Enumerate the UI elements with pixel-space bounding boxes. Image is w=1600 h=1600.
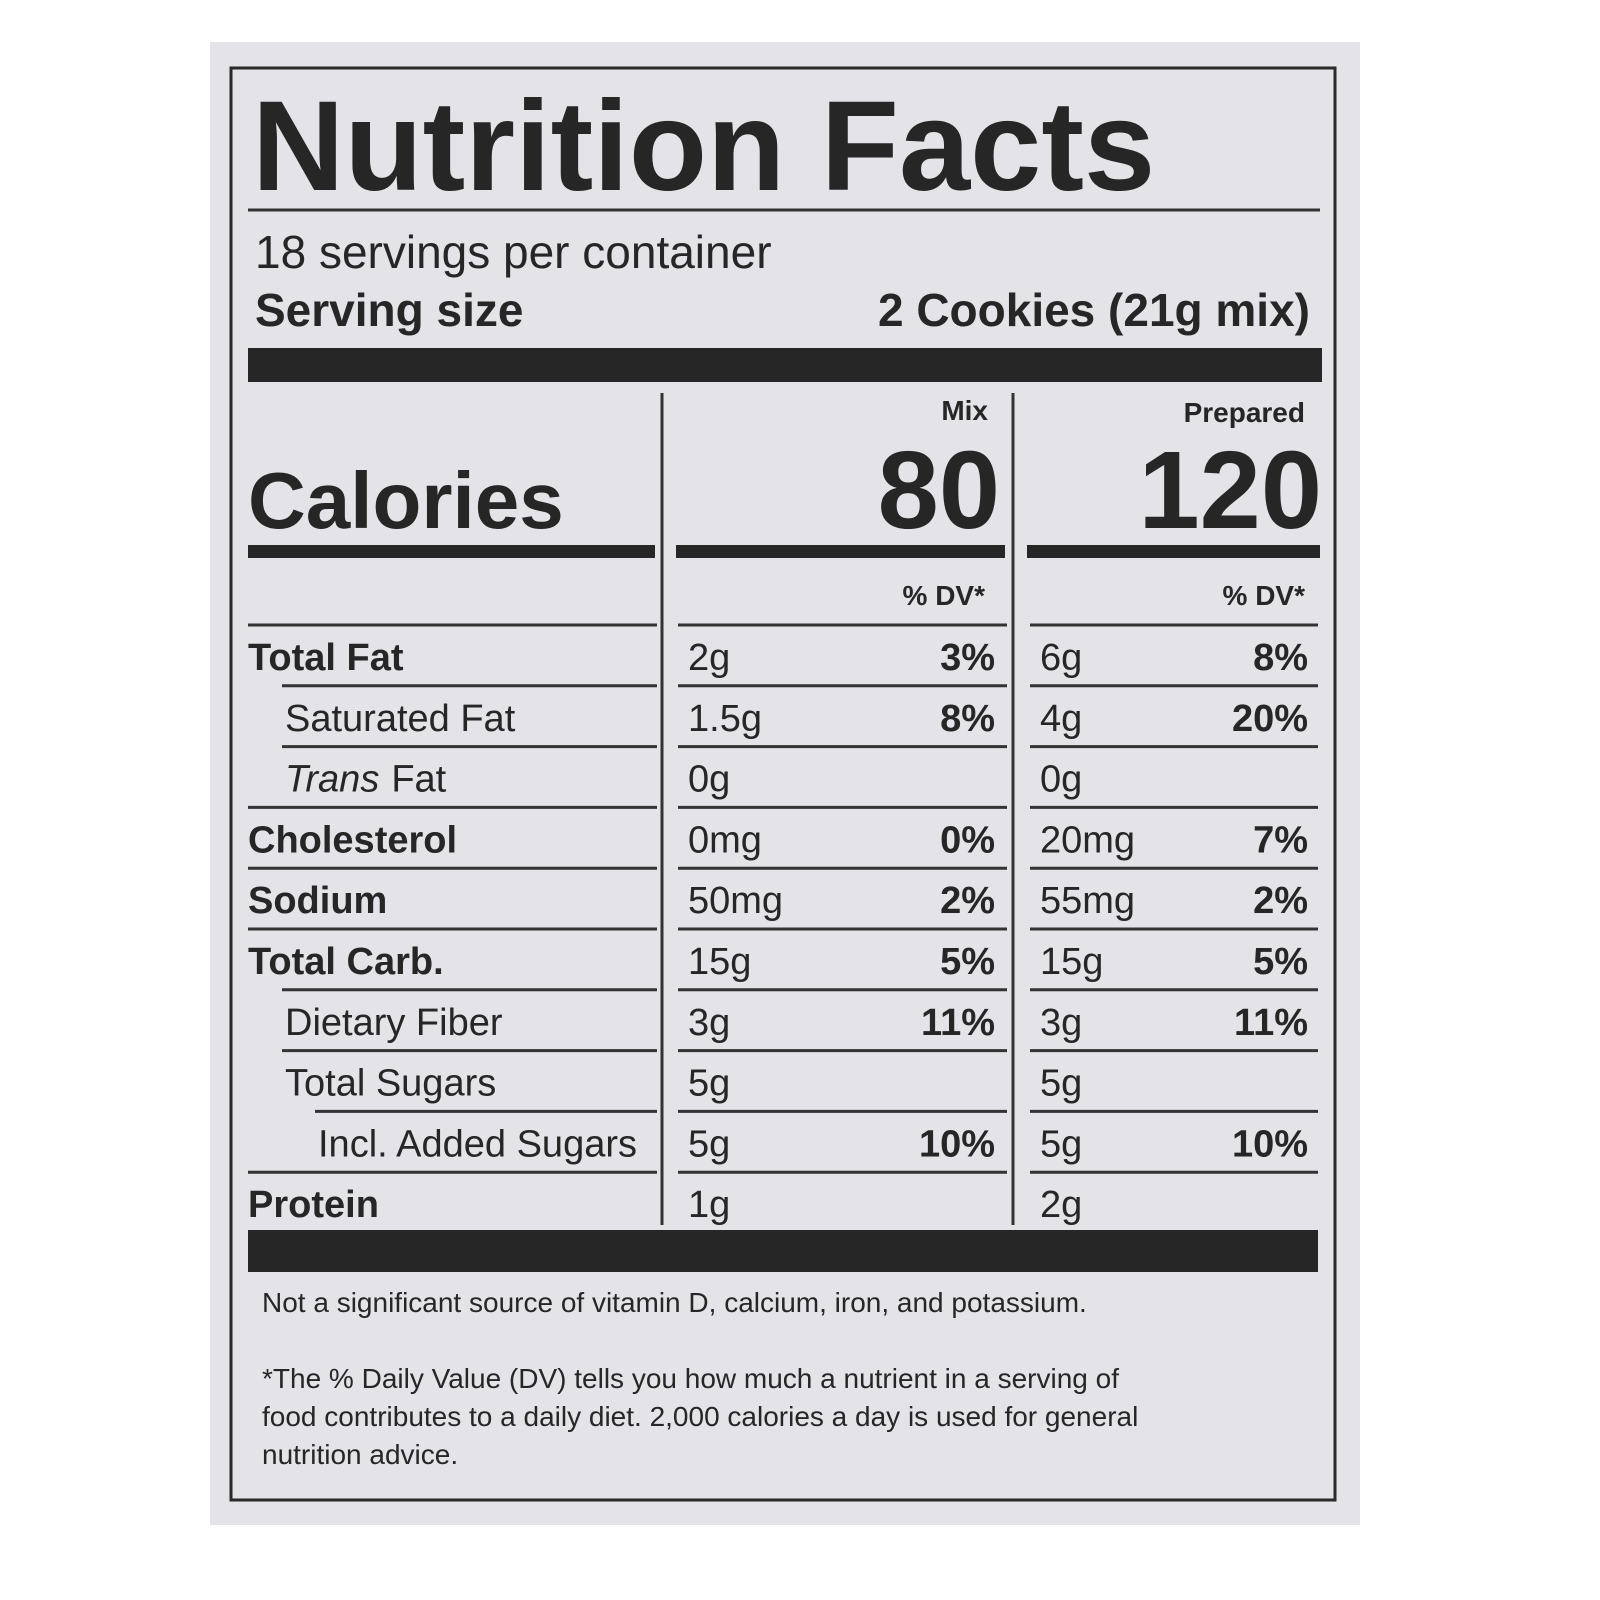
amount: 0g <box>688 759 730 801</box>
name-part: Fat <box>391 759 446 801</box>
calories-bar <box>1027 545 1320 558</box>
daily-value: 8% <box>940 698 995 740</box>
amount: 0mg <box>688 819 762 861</box>
footnote-line: nutrition advice. <box>262 1439 458 1470</box>
amount: 20mg <box>1040 819 1135 861</box>
nutrient-name: Dietary Fiber <box>285 1002 503 1044</box>
nutrient-name: Total Sugars <box>285 1063 496 1105</box>
amount: 2g <box>1040 1184 1082 1226</box>
serving-size-value: 2 Cookies (21g mix) <box>878 284 1310 336</box>
daily-value: 8% <box>1253 637 1308 679</box>
nutrient-name: Incl. Added Sugars <box>318 1123 637 1165</box>
amount: 0g <box>1040 759 1082 801</box>
package-background <box>210 42 1360 1525</box>
calories-bar <box>676 545 1005 558</box>
nutrient-rows: Total Fat 2g 3% 6g 8% Saturated Fat 1.5g 8% 4g 20… <box>248 623 1318 1226</box>
amount: 5g <box>1040 1063 1082 1105</box>
amount: 1g <box>688 1184 730 1226</box>
daily-value: 11% <box>1234 1002 1308 1044</box>
nutrient-name: Saturated Fat <box>285 698 516 740</box>
amount: 6g <box>1040 637 1082 679</box>
footnote-line: food contributes to a daily diet. 2,000 … <box>262 1401 1138 1432</box>
nutrient-name: Total Fat <box>248 637 404 679</box>
amount: 50mg <box>688 880 783 922</box>
title: Nutrition Facts <box>252 75 1155 218</box>
column-header: Prepared <box>1184 397 1305 428</box>
nutrient-name: Protein <box>248 1184 379 1226</box>
footnote-line: *The % Daily Value (DV) tells you how mu… <box>262 1363 1119 1394</box>
amount: 2g <box>688 637 730 679</box>
dv-header: % DV* <box>903 580 986 611</box>
calories-value: 80 <box>878 429 1000 552</box>
daily-value: 20% <box>1232 698 1308 740</box>
daily-value: 10% <box>1232 1123 1308 1165</box>
nutrient-name: Sodium <box>248 880 387 922</box>
amount: 3g <box>688 1002 730 1044</box>
footnote-dv: *The % Daily Value (DV) tells you how mu… <box>262 1363 1138 1470</box>
servings: 18 servings per container <box>255 226 772 278</box>
daily-value: 11% <box>921 1002 995 1044</box>
amount: 3g <box>1040 1002 1082 1044</box>
amount: 15g <box>1040 941 1103 983</box>
daily-value: 10% <box>919 1123 995 1165</box>
calories-value: 120 <box>1138 429 1322 552</box>
column-header: Mix <box>941 395 988 426</box>
daily-value: 5% <box>940 941 995 983</box>
thick-bar <box>248 1230 1318 1272</box>
daily-value: 2% <box>1253 880 1308 922</box>
calories-label: Calories <box>248 456 564 545</box>
footnote: Not a significant source of vitamin D, c… <box>262 1287 1087 1318</box>
daily-value: 0% <box>940 819 995 861</box>
daily-value: 7% <box>1253 819 1308 861</box>
serving-size-label: Serving size <box>255 284 523 336</box>
amount: 15g <box>688 941 751 983</box>
amount: 4g <box>1040 698 1082 740</box>
daily-value: 5% <box>1253 941 1308 983</box>
label-border <box>229 66 1337 1502</box>
dv-header: % DV* <box>1223 580 1306 611</box>
daily-value: 3% <box>940 637 995 679</box>
amount: 55mg <box>1040 880 1135 922</box>
amount: 5g <box>1040 1123 1082 1165</box>
amount: 5g <box>688 1063 730 1105</box>
calories-bar <box>248 545 655 558</box>
nutrient-name: Trans Fat <box>285 759 447 801</box>
nutrient-name: Cholesterol <box>248 819 457 861</box>
daily-value: 2% <box>940 880 995 922</box>
name-part: Trans <box>285 759 379 801</box>
amount: 5g <box>688 1123 730 1165</box>
thick-bar <box>248 348 1322 382</box>
amount: 1.5g <box>688 698 762 740</box>
nutrient-name: Total Carb. <box>248 941 444 983</box>
